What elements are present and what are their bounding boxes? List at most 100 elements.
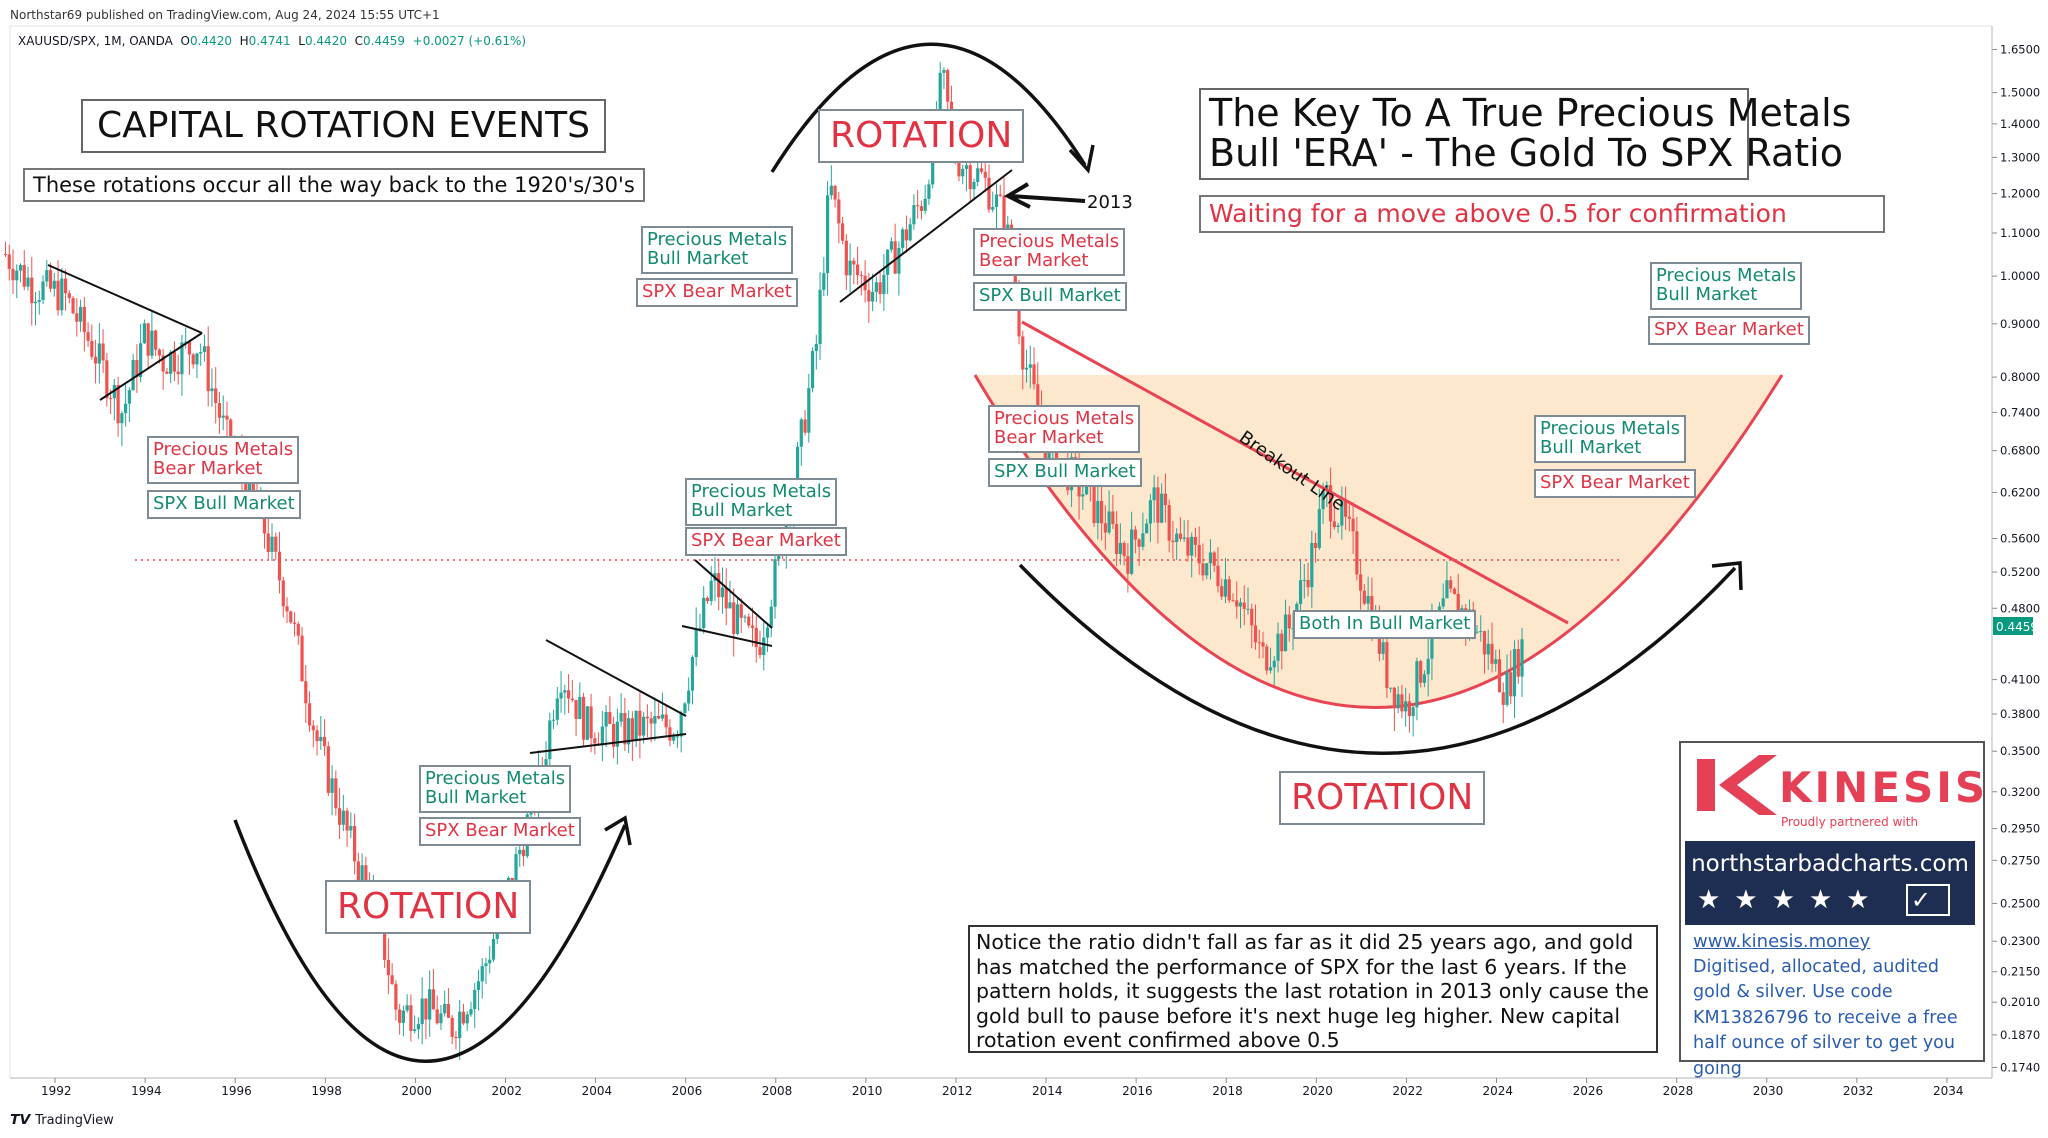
- candle-body: [116, 385, 120, 424]
- arc-2022: [1018, 563, 1737, 755]
- x-tick-label: 2016: [1122, 1084, 1153, 1098]
- tradingview-footer-text: TradingView: [35, 1113, 114, 1128]
- candle-body: [912, 205, 916, 225]
- candle-body: [814, 343, 818, 352]
- candle-body: [52, 280, 56, 289]
- pm-bull-2022-line2: Bull Market: [1540, 436, 1642, 458]
- candle-body: [1032, 364, 1036, 385]
- candle-body: [916, 205, 920, 207]
- price-axis[interactable]: 1.6500 1.5000 1.4000 1.3000 1.2000 1.1000 1.00…: [1991, 26, 2040, 1078]
- spx-bull-market-1996: SPX Bull Market: [147, 490, 301, 519]
- x-tick-label: 2006: [672, 1084, 703, 1098]
- candle-body: [390, 975, 394, 984]
- triangle-line-2b: [529, 733, 687, 754]
- x-tick-label: 2018: [1212, 1084, 1243, 1098]
- high-label: H: [239, 34, 249, 48]
- time-axis[interactable]: 1992 1994 1996 1998 2000 2002 2004 2006 2008 2010…: [10, 1077, 1992, 1098]
- candle-body: [1024, 367, 1029, 370]
- candle-body: [702, 597, 706, 629]
- candle-body: [307, 703, 312, 726]
- candle-body: [289, 611, 293, 623]
- candle-body: [435, 1009, 439, 1024]
- candle-body: [120, 413, 124, 424]
- capital-rotation-title: CAPITAL ROTATION EVENTS: [81, 99, 606, 153]
- y-tick-label: 0.6200: [2000, 485, 2040, 499]
- x-tick-label: 1994: [131, 1084, 162, 1098]
- candle-body: [1145, 523, 1149, 534]
- sponsor-panel[interactable]: KINESIS Proudly partnered with northstar…: [1679, 741, 1985, 1079]
- pm-bear-2013-line2: Bear Market: [979, 249, 1089, 271]
- candle-body: [893, 241, 897, 274]
- tradingview-footer[interactable]: 𝙏𝙑 TradingView: [10, 1112, 114, 1128]
- low-label: L: [298, 34, 305, 48]
- y-tick-label: 0.6800: [2000, 444, 2040, 458]
- rotation-label-2011-text: ROTATION: [830, 115, 1013, 156]
- candle-body: [668, 727, 672, 741]
- candle-body: [202, 346, 207, 353]
- open-label: O: [180, 34, 190, 48]
- candle-body: [1227, 579, 1231, 601]
- candle-body: [600, 726, 604, 746]
- pm-bull-2002-line2: Bull Market: [425, 786, 527, 808]
- candle-body: [1362, 590, 1366, 604]
- candle-body: [551, 719, 556, 721]
- candle-body: [491, 938, 496, 960]
- candle-body: [1445, 580, 1449, 599]
- rating-stars-text: ★★★★★: [1697, 885, 1884, 915]
- candle-body: [743, 616, 747, 618]
- candle-body: [281, 580, 285, 607]
- candle-body: [1092, 484, 1096, 524]
- candle-body: [48, 270, 53, 289]
- candle-body: [518, 849, 522, 855]
- candle-body: [469, 1009, 473, 1015]
- y-tick-label: 1.1000: [2000, 226, 2040, 240]
- candle-body: [1223, 579, 1228, 597]
- candle-body: [1325, 485, 1329, 491]
- y-tick-label: 1.5000: [2000, 86, 2040, 100]
- y-tick-label: 0.1870: [2000, 1028, 2040, 1042]
- pm-bear-2015-line1: Precious Metals: [994, 408, 1135, 429]
- candle-body: [139, 343, 143, 378]
- candle-body: [747, 616, 751, 626]
- pm-bull-market-2022: Precious Metals Bull Market: [1534, 415, 1687, 463]
- candle-body: [60, 278, 64, 311]
- candle-body: [1332, 521, 1336, 527]
- candle-body: [37, 300, 41, 302]
- candle-body: [1494, 659, 1498, 664]
- candle-body: [337, 808, 342, 825]
- candle-body: [424, 998, 428, 1020]
- candle-body: [987, 177, 991, 210]
- candle-body: [683, 703, 687, 714]
- candle-body: [762, 637, 766, 655]
- candle-body: [206, 346, 210, 392]
- candle-body: [1419, 661, 1423, 683]
- candle-body: [1441, 598, 1445, 607]
- chart-title: The Key To A True Precious Metals Bull '…: [1199, 88, 1851, 180]
- candle-body: [184, 341, 188, 343]
- wedge-line-2013: [839, 169, 1013, 303]
- candle-body: [679, 713, 683, 737]
- candle-body: [1137, 539, 1141, 547]
- x-tick-label: 2030: [1753, 1084, 1784, 1098]
- candle-body: [687, 690, 691, 704]
- candle-body: [109, 398, 113, 400]
- x-tick-label: 2022: [1392, 1084, 1423, 1098]
- y-tick-label: 0.2500: [2000, 896, 2040, 910]
- candle-body: [1054, 434, 1059, 476]
- rotation-label-2011: ROTATION: [818, 109, 1025, 163]
- candle-body: [480, 966, 484, 982]
- candle-body: [461, 1011, 466, 1024]
- candle-body: [649, 718, 653, 724]
- sponsor-link[interactable]: www.kinesis.money: [1693, 931, 1871, 952]
- x-tick-label: 1992: [41, 1084, 72, 1098]
- candle-body: [1250, 608, 1254, 626]
- rotation-label-2022-text: ROTATION: [1291, 777, 1474, 818]
- candle-body: [972, 181, 976, 190]
- candle-body: [1400, 694, 1404, 712]
- candle-body: [405, 1005, 409, 1011]
- candle-body: [1096, 500, 1100, 524]
- candle-body: [1430, 620, 1434, 659]
- candle-body: [488, 959, 492, 964]
- x-tick-label: 2032: [1843, 1084, 1874, 1098]
- candle-body: [383, 914, 387, 960]
